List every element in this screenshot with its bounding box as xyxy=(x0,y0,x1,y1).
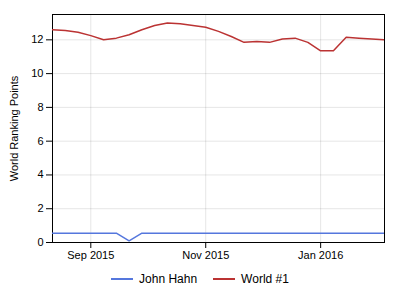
svg-text:Nov 2015: Nov 2015 xyxy=(182,249,229,261)
svg-text:2: 2 xyxy=(37,202,43,214)
svg-text:6: 6 xyxy=(37,135,43,147)
svg-text:10: 10 xyxy=(31,67,43,79)
svg-text:Sep 2015: Sep 2015 xyxy=(67,249,114,261)
svg-text:World Ranking Points: World Ranking Points xyxy=(8,75,20,181)
html-text:World #1: World #1 xyxy=(241,272,289,286)
svg-text:0: 0 xyxy=(37,236,43,248)
html-text:John Hahn: John Hahn xyxy=(139,272,198,286)
svg-text:4: 4 xyxy=(37,168,43,180)
svg-text:8: 8 xyxy=(37,101,43,113)
svg-text:12: 12 xyxy=(31,33,43,45)
svg-text:Jan 2016: Jan 2016 xyxy=(298,249,343,261)
